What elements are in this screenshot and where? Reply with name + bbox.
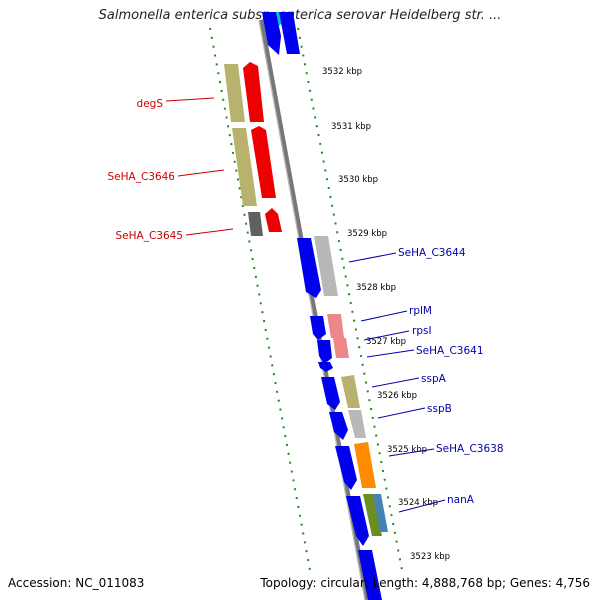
leader-SeHA_C3638	[388, 448, 435, 457]
gene-label-right[interactable]: rpsI	[412, 325, 432, 337]
gene-nanA[interactable]	[346, 494, 388, 546]
leader-degS	[165, 97, 215, 102]
gene-label-right[interactable]: sspB	[427, 403, 452, 415]
gene-rplM[interactable]	[310, 314, 344, 340]
map-title: Salmonella enterica subsp. enterica sero…	[98, 8, 502, 23]
kbp-tick-label: 3526 kbp	[377, 391, 417, 401]
gene-SeHA_C3646[interactable]	[232, 126, 276, 206]
gene-SeHA_C3638[interactable]	[335, 442, 376, 490]
kbp-tick-label: 3531 kbp	[331, 122, 371, 132]
gene-degS[interactable]	[224, 62, 264, 122]
leader-rplM	[360, 310, 408, 322]
gene-label-right[interactable]: SeHA_C3644	[398, 247, 466, 259]
kbp-tick-label: 3528 kbp	[356, 283, 396, 293]
leader-SeHA_C3644	[348, 252, 397, 263]
kbp-tick-label: 3524 kbp	[398, 498, 438, 508]
backbone-highlight	[258, 19, 366, 600]
leader-nanA	[398, 499, 446, 513]
gene-rpsI[interactable]	[317, 338, 349, 364]
gene-label-left[interactable]: degS	[137, 98, 164, 110]
gene-label-left[interactable]: SeHA_C3645	[115, 230, 183, 242]
kbp-tick-label: 3532 kbp	[322, 67, 362, 77]
leader-sspA	[371, 377, 420, 388]
right-tick-track	[297, 27, 403, 571]
kbp-tick-label: 3530 kbp	[338, 175, 378, 185]
leader-sspB	[377, 407, 426, 419]
left-tick-track	[209, 27, 311, 571]
leader-SeHA_C3641	[366, 349, 415, 358]
gene-SeHA_C3644[interactable]	[297, 236, 338, 298]
top-feature-group[interactable]	[262, 12, 300, 55]
gene-label-right[interactable]: nanA	[447, 494, 475, 506]
gene-label-right[interactable]: sspA	[421, 373, 447, 385]
gene-label-right[interactable]: SeHA_C3641	[416, 345, 484, 357]
gene-sspA[interactable]	[321, 375, 360, 410]
gene-SeHA_C3641[interactable]	[318, 362, 333, 372]
bottom-feature-group[interactable]	[358, 550, 382, 600]
leader-SeHA_C3646	[177, 169, 225, 177]
gene-sspB[interactable]	[329, 410, 366, 440]
gene-SeHA_C3645[interactable]	[248, 208, 282, 236]
kbp-tick-label: 3529 kbp	[347, 229, 387, 239]
kbp-tick-label: 3525 kbp	[387, 445, 427, 455]
leader-SeHA_C3645	[185, 228, 234, 236]
kbp-tick-label: 3523 kbp	[410, 552, 450, 562]
top-blue-gene-1	[262, 12, 281, 55]
kbp-tick-label: 3527 kbp	[366, 337, 406, 347]
gene-label-left[interactable]: SeHA_C3646	[107, 171, 175, 183]
accession-text: Accession: NC_011083	[8, 576, 145, 590]
gene-label-right[interactable]: SeHA_C3638	[436, 443, 504, 455]
top-blue-gene-2	[279, 12, 300, 54]
gene-label-right[interactable]: rplM	[409, 305, 432, 317]
leader-rpsI	[363, 330, 410, 341]
genome-summary-text: Topology: circular; Length: 4,888,768 bp…	[260, 576, 590, 590]
